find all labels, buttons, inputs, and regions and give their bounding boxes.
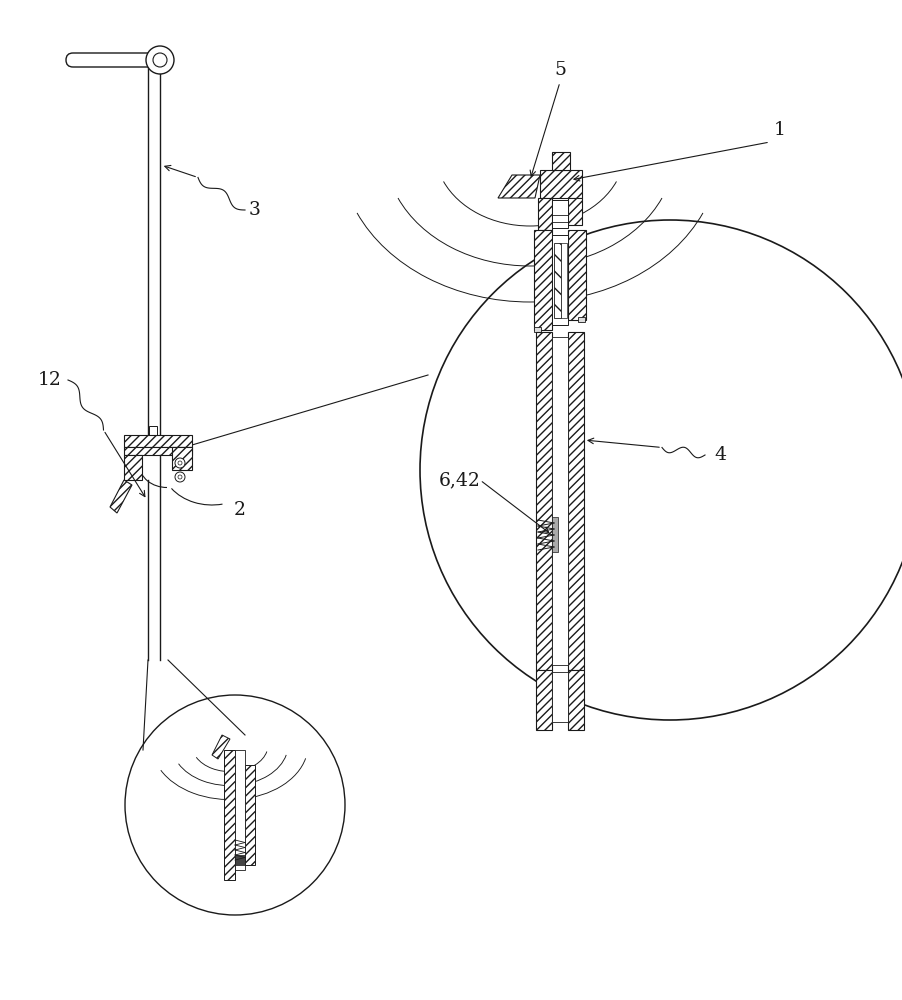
Circle shape (153, 53, 167, 67)
Bar (124, 435, 192, 447)
Bar (245, 765, 255, 865)
Bar (568, 670, 584, 730)
Circle shape (146, 46, 174, 74)
Text: 5: 5 (554, 61, 566, 79)
Bar (534, 327, 541, 332)
Circle shape (420, 220, 902, 720)
Bar (124, 455, 142, 480)
Circle shape (178, 475, 182, 479)
Bar (536, 670, 552, 730)
FancyBboxPatch shape (66, 53, 154, 67)
Bar (568, 230, 586, 320)
Text: 1: 1 (774, 121, 786, 139)
Bar (538, 198, 552, 230)
Bar (554, 243, 561, 318)
Bar (235, 750, 245, 870)
Circle shape (175, 458, 185, 468)
Bar (536, 332, 552, 670)
Bar (224, 750, 235, 880)
Bar (552, 517, 558, 552)
Circle shape (125, 695, 345, 915)
Bar (568, 198, 582, 225)
Text: 3: 3 (249, 201, 261, 219)
Bar (552, 672, 568, 722)
Text: 4: 4 (714, 446, 726, 464)
Polygon shape (212, 735, 230, 759)
Polygon shape (498, 175, 540, 198)
Bar (552, 337, 568, 665)
Bar (235, 855, 245, 865)
Bar (578, 317, 585, 322)
Bar (124, 447, 192, 455)
Bar (540, 170, 582, 198)
Text: 2: 2 (234, 501, 246, 519)
Bar (552, 152, 570, 170)
Text: 6,42: 6,42 (439, 471, 481, 489)
Bar (561, 243, 567, 318)
Text: 12: 12 (38, 371, 62, 389)
Circle shape (178, 461, 182, 465)
Bar (172, 447, 192, 470)
Circle shape (175, 472, 185, 482)
Bar (149, 426, 157, 435)
Bar (568, 332, 584, 670)
Polygon shape (110, 480, 132, 513)
Bar (552, 235, 568, 325)
Bar (552, 200, 568, 228)
Bar (534, 230, 552, 330)
